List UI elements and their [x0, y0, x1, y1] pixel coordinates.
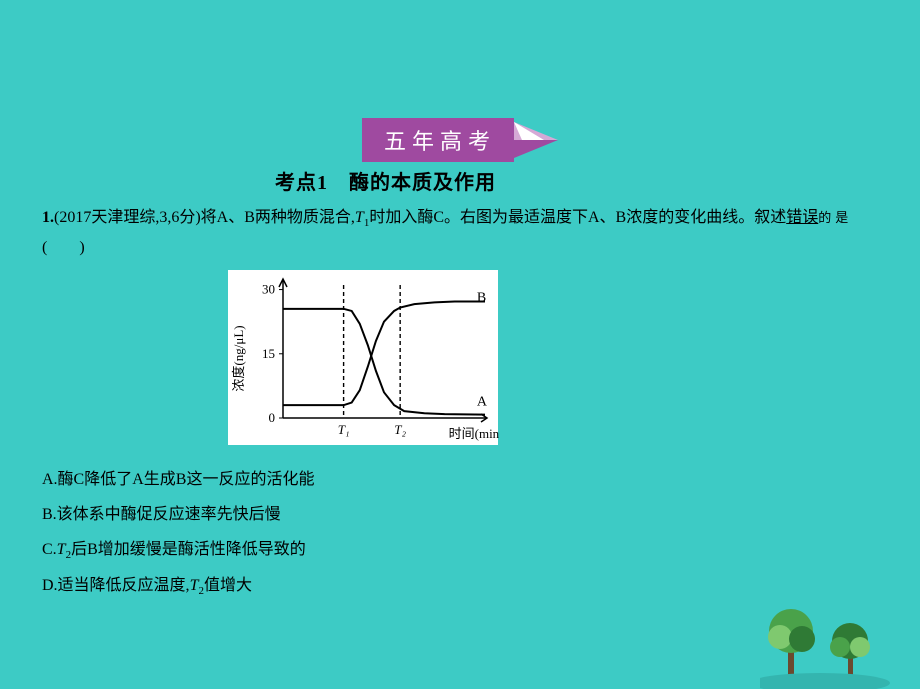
concentration-chart: 0 15 30 浓度(ng/μL) 时间(min) T₁ T₂ A B [228, 270, 498, 445]
svg-text:T₁: T₁ [338, 422, 350, 437]
question-number: 1. [42, 209, 54, 226]
svg-text:浓度(ng/μL): 浓度(ng/μL) [231, 325, 246, 391]
question-post2: 是 [835, 210, 848, 225]
option-c: C.T2后B增加缓慢是酶活性降低导致的 [42, 532, 314, 567]
banner-decor-icon [514, 122, 558, 158]
option-b: B.该体系中酶促反应速率先快后慢 [42, 497, 314, 532]
option-a: A.酶C降低了A生成B这一反应的活化能 [42, 462, 314, 497]
question-paren: ( ) [42, 239, 85, 256]
svg-text:时间(min): 时间(min) [449, 426, 499, 441]
topic-heading: 考点1 酶的本质及作用 [275, 166, 496, 195]
option-d: D.适当降低反应温度,T2值增大 [42, 568, 314, 603]
svg-text:A: A [477, 395, 488, 410]
svg-text:30: 30 [262, 282, 275, 297]
question-stem: 1.(2017天津理综,3,6分)将A、B两种物质混合,T1时加入酶C。右图为最… [42, 204, 878, 263]
t1-var: T [355, 209, 364, 226]
question-body-pre: 将A、B两种物质混合, [201, 209, 355, 226]
question-post1: 的 [818, 210, 831, 225]
svg-text:0: 0 [269, 410, 276, 425]
question-body-mid: 时加入酶C。右图为最适温度下A、B浓度的变化曲线。叙述 [369, 209, 786, 226]
svg-text:15: 15 [262, 346, 275, 361]
question-source: (2017天津理综,3,6分) [54, 209, 201, 226]
section-banner: 五年高考 [362, 118, 558, 162]
trees-decor-icon [760, 579, 900, 689]
options-list: A.酶C降低了A生成B这一反应的活化能 B.该体系中酶促反应速率先快后慢 C.T… [42, 462, 314, 603]
svg-text:B: B [477, 291, 486, 306]
banner-label: 五年高考 [362, 118, 514, 162]
svg-text:T₂: T₂ [394, 422, 406, 437]
question-err: 错误 [786, 209, 818, 226]
